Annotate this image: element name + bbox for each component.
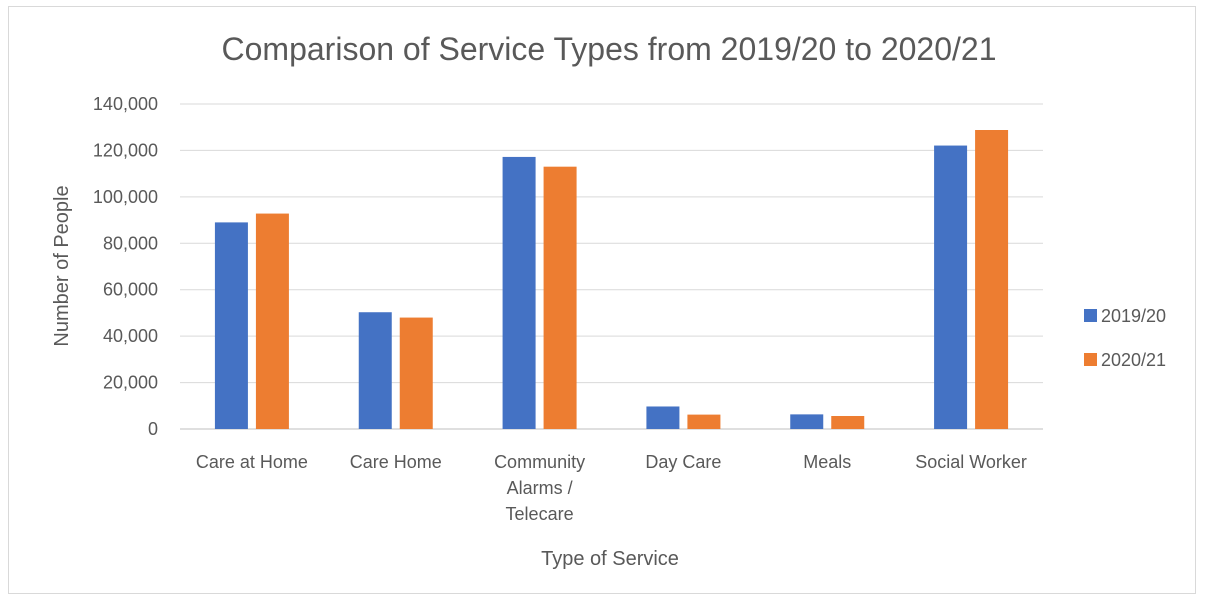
bar-2019-20-3: [646, 406, 680, 429]
y-tick-label: 0: [148, 419, 158, 439]
x-tick-label: Care at Home: [196, 452, 308, 472]
y-tick-label: 120,000: [93, 140, 158, 160]
x-axis-tick-labels: Care at Home Care Home Community Alarms / Te…: [196, 452, 1027, 524]
x-axis-title: Type of Service: [541, 548, 679, 570]
bar-2019-20-1: [358, 312, 392, 429]
bar-2020-21-5: [975, 130, 1009, 429]
y-axis-tick-labels: 0 20,000 40,000 60,000 80,000 100,000 120,000 1…: [93, 94, 158, 439]
bar-2019-20-4: [790, 414, 824, 429]
y-tick-label: 20,000: [103, 373, 158, 393]
x-tick-label: Care Home: [350, 452, 442, 472]
x-tick-label: Meals: [803, 452, 851, 472]
y-tick-label: 140,000: [93, 94, 158, 114]
bar-2019-20-2: [502, 156, 536, 429]
bar-2020-21-4: [831, 416, 865, 429]
legend-label: 2019/20: [1101, 306, 1166, 326]
legend-label: 2020/21: [1101, 350, 1166, 370]
chart-title: Comparison of Service Types from 2019/20…: [222, 31, 997, 67]
bar-2020-21-1: [399, 317, 433, 429]
bar-2020-21-2: [543, 166, 577, 429]
legend-swatch: [1084, 353, 1097, 366]
gridlines: [180, 103, 1043, 430]
legend: 2019/20 2020/21: [1084, 306, 1166, 370]
legend-swatch: [1084, 309, 1097, 322]
x-tick-label: Day Care: [645, 452, 721, 472]
y-tick-label: 100,000: [93, 187, 158, 207]
bar-2020-21-3: [687, 414, 721, 429]
y-tick-label: 40,000: [103, 326, 158, 346]
bar-2019-20-5: [934, 145, 968, 429]
bars: [214, 130, 1009, 429]
y-tick-label: 60,000: [103, 280, 158, 300]
y-tick-label: 80,000: [103, 233, 158, 253]
bar-2020-21-0: [255, 213, 289, 429]
bar-2019-20-0: [214, 222, 248, 429]
x-tick-label: Social Worker: [915, 452, 1027, 472]
x-tick-label: Community Alarms / Telecare: [494, 452, 585, 524]
y-axis-title: Number of People: [51, 185, 73, 346]
